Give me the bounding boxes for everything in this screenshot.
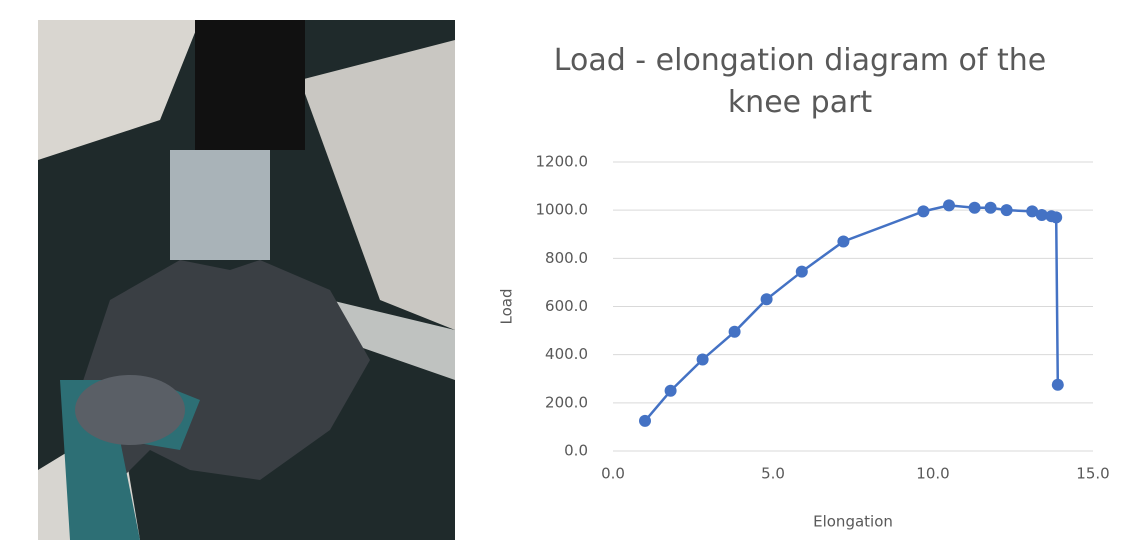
data-point: [665, 385, 677, 397]
x-tick-label: 0.0: [601, 465, 625, 483]
series-line: [645, 205, 1058, 421]
y-tick-label: 800.0: [545, 249, 588, 267]
photo-cylinder: [170, 150, 270, 260]
photo: [38, 20, 455, 540]
y-axis-label: Load: [498, 289, 516, 325]
data-point: [917, 205, 929, 217]
data-point: [1001, 204, 1013, 216]
page: 0.0 200.0 400.0 600.0 800.0 1000.0 1200.0 0.0 5.…: [0, 0, 1141, 547]
data-point: [837, 235, 849, 247]
data-point: [969, 202, 981, 214]
y-tick-label: 600.0: [545, 297, 588, 315]
photo-clamp: [195, 20, 305, 150]
data-point: [761, 293, 773, 305]
y-tick-label: 1200.0: [536, 153, 589, 171]
y-tick-label: 200.0: [545, 393, 588, 411]
y-tick-label: 0.0: [564, 442, 588, 460]
data-point: [943, 199, 955, 211]
x-tick-label: 5.0: [761, 465, 785, 483]
photo-glove: [75, 375, 185, 445]
data-point: [729, 326, 741, 338]
data-point: [1052, 379, 1064, 391]
x-tick-label: 10.0: [916, 465, 949, 483]
x-axis-label: Elongation: [813, 513, 893, 531]
data-point: [985, 202, 997, 214]
data-point: [639, 415, 651, 427]
x-tick-label: 15.0: [1076, 465, 1109, 483]
y-tick-label: 400.0: [545, 345, 588, 363]
chart-title: Load - elongation diagram of the knee pa…: [540, 40, 1060, 124]
data-point: [796, 266, 808, 278]
data-point: [1050, 211, 1062, 223]
y-tick-label: 1000.0: [536, 201, 589, 219]
data-point: [697, 353, 709, 365]
